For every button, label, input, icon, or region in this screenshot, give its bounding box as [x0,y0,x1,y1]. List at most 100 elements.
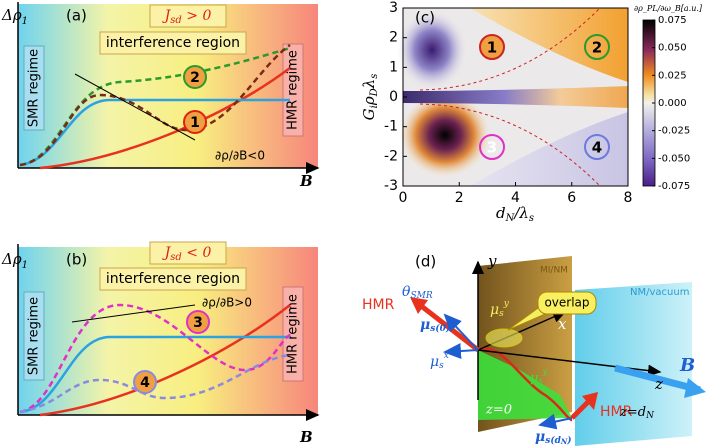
z0-label: z=0 [485,403,512,418]
x-tick-label: 4 [511,190,520,206]
muy-sup: y [503,299,510,309]
colorbar-label: ∂ρ_PL/∂ω_B[a.u.] [634,4,703,13]
hmr-label: HMR [600,404,633,420]
x-label-part: d [496,204,506,222]
mudn-end: ) [566,435,571,446]
zdn-label: z=dN [619,405,655,421]
smr-box [23,291,45,381]
y-label-part: λ [360,79,378,90]
y-tick-label: 1 [389,59,398,75]
panel-label: (b) [66,251,87,269]
y-tick-label: -1 [384,119,398,135]
overlap-box [537,291,597,315]
colorbar-tick-label: 0.000 [658,98,687,109]
spin-region [478,350,572,420]
hmr-arrow [570,398,592,420]
zdn-sub: N [645,411,655,421]
panel-label: (c) [415,9,435,27]
y-label-part: D [369,88,380,97]
contour [419,103,601,187]
y-tick-label: 3 [389,0,398,16]
slope-note: ∂ρ/∂B>0 [202,296,252,310]
heatmap-region [470,112,628,186]
field-arrow [614,364,701,394]
x-tick-label: 8 [624,190,633,206]
colorbar-tick-label: -0.050 [658,153,690,164]
marker-label: 3 [193,315,203,331]
marker-label: 2 [592,39,602,57]
x-label: dN/λs [496,204,534,224]
mudn-sub2: N [560,437,568,446]
y-label-part: ρ [360,96,378,106]
colorbar-tick-label: 0.050 [658,43,687,54]
panel-a: Δρ1 (a) Jsd > 0 interference region SMR … [1,2,320,190]
y-tick-label: 0 [389,89,398,105]
hmr-arrowhead [582,392,598,410]
colorbar-tick-label: -0.025 [658,126,690,137]
mu0-main: μ [420,317,430,333]
hmr-arrowhead [410,297,428,314]
marker-2 [183,65,207,89]
hmr-regime: HMR regime [286,50,301,130]
x-axis-label: x [558,315,567,333]
colorbar-tick-label: -0.075 [658,181,690,192]
marker-label: 1 [190,115,200,131]
hmr-box [282,286,304,382]
field-label: B [679,355,695,376]
hmr-curve [39,304,291,417]
panel-c: ∂ρ_PL/∂ω_B[a.u.] (c) dN/λs GiρDλs 1 2 3 … [360,0,703,224]
condition-box [149,4,227,28]
heatmap-band [403,86,628,108]
marker-2 [584,34,610,60]
y-label: Δρ1 [1,6,28,27]
condition-relation: > 0 [182,8,212,24]
condition-sub: sd [170,252,182,263]
muy2: μsy [530,367,548,386]
panel-b: Δρ1 (b) Jsd < 0 interference region SMR … [1,241,320,446]
curve-3 [19,303,291,414]
y-label-sub: 1 [22,260,28,271]
y-label: GiρDλs [360,74,380,121]
marker-4 [584,134,610,160]
heatmap-region [397,10,467,90]
x-label: B [299,172,313,190]
interface-label: NM/vacuum [630,287,689,298]
spin-x [443,343,479,360]
interface-label: MI/NM [540,266,568,276]
field-arrowhead [684,378,706,398]
mux-sup: x [444,351,449,361]
theta-sub: SMR [410,291,432,301]
marker-1 [479,34,505,60]
hmr-label: HMR [362,297,395,313]
smr-regime: SMR regime [27,49,42,127]
marker-label: 4 [592,139,602,157]
y-label-sub: 1 [22,16,28,27]
x-tick-label: 6 [567,190,576,206]
colorbar-tick-label: 0.025 [658,70,687,81]
y-label-part: s [369,74,380,79]
region: interference region [106,35,240,51]
spin-dn [538,413,573,430]
slope-note: ∂ρ/∂B<0 [215,149,265,163]
mudn: μs(dN) [535,429,572,446]
colorbar-tick-label: 0.075 [658,15,687,26]
mudn-main: μ [535,429,545,445]
mux-sub: s [439,361,444,371]
mudn-sub: s(d [545,435,561,446]
nm-vacuum-plate [575,282,692,446]
y-label-main: Δρ [1,250,22,268]
x-label-part: /λ [512,204,529,222]
contour [419,7,601,91]
condition-box [149,241,227,265]
muy: μsy [490,299,510,319]
x-label-part: N [505,213,516,224]
heatmap-region [400,93,490,177]
zdn-main: z=d [619,405,646,420]
background [18,4,318,168]
muy-sub: s [499,309,504,319]
condition-sub: sd [170,15,182,26]
hmr-curve [39,66,291,170]
region: interference region [106,271,240,287]
panel-label: (a) [66,7,87,25]
